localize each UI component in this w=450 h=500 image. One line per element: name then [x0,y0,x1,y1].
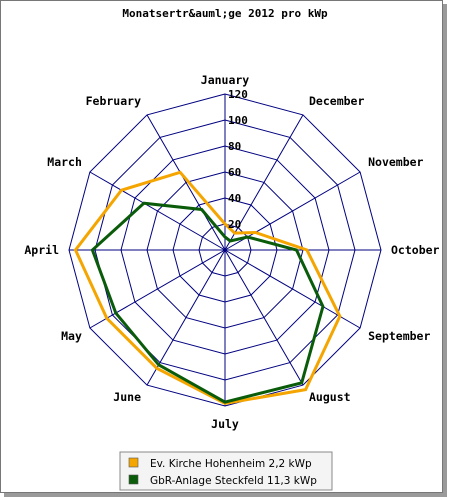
legend-box [119,451,333,491]
legend-label-steckfeld: GbR-Anlage Steckfeld 11,3 kWp [150,475,317,487]
category-labels: January February March April May June July Augu… [24,73,439,431]
series-layer [73,170,342,405]
chart-frame [0,0,443,493]
grid-spoke-june [146,249,226,386]
legend: Ev. Kirche Hohenheim 2,2 kWp GbR-Anlage … [119,451,333,491]
category-label-september: September [368,329,430,343]
grid-spoke-february [146,114,226,251]
category-label-january: January [201,73,250,87]
series-line-2 [90,201,325,404]
category-label-june: June [113,390,141,404]
chart-title: Monatsertr&auml;ge 2012 pro kWp [122,7,328,20]
category-label-november: November [368,155,423,169]
category-label-february: February [86,94,141,108]
category-label-april: April [24,243,59,257]
grid-spoke-march [89,171,226,251]
legend-swatch-steckfeld [128,474,139,485]
category-label-october: October [391,243,440,257]
category-label-may: May [61,329,82,343]
category-label-december: December [309,94,364,108]
grid-spoke-december [224,114,304,251]
category-label-july: July [211,417,239,431]
grid-spoke-august [224,249,304,386]
legend-swatch-kirche [128,457,139,468]
tick-label-20: 20 [228,218,241,231]
legend-label-kirche: Ev. Kirche Hohenheim 2,2 kWp [150,458,312,470]
tick-label-40: 40 [228,192,241,205]
category-label-march: March [47,155,82,169]
tick-label-120: 120 [228,88,248,101]
tick-label-80: 80 [228,140,241,153]
grid-spoke-may [89,249,226,329]
tick-label-60: 60 [228,166,241,179]
radar-grid [68,93,382,407]
category-label-august: August [309,390,351,404]
tick-label-100: 100 [228,114,248,127]
tick-labels: 20 40 60 80 100 120 [228,88,248,231]
